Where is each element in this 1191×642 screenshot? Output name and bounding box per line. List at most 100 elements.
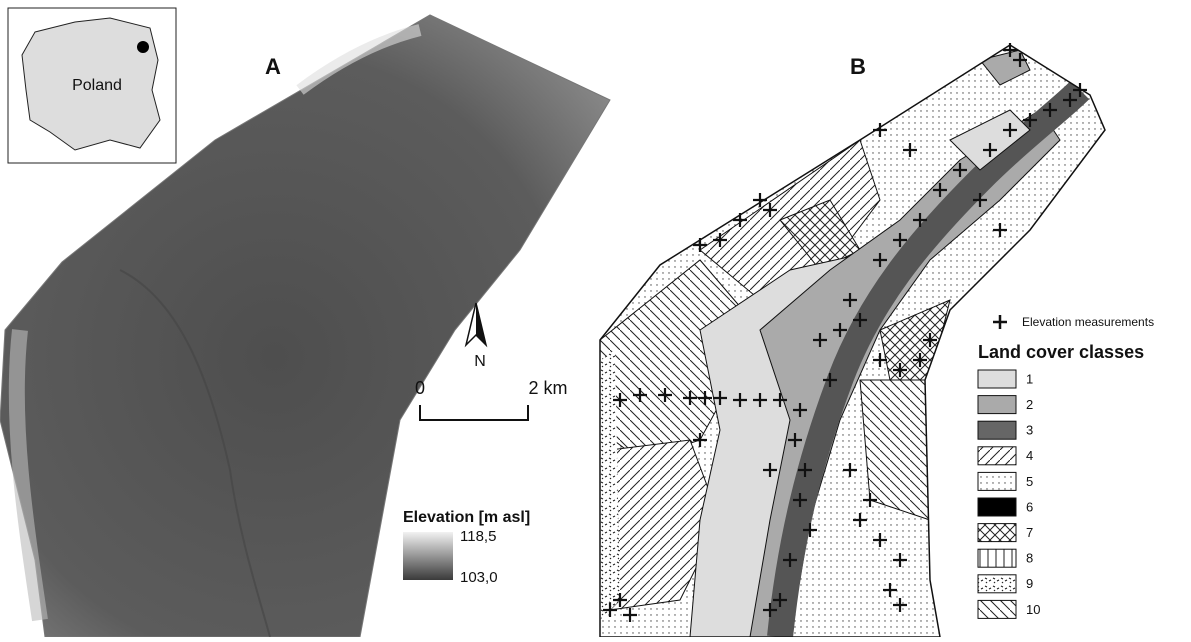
land-cover-legend: 1 2 3 4 5 6 7 8 9 10 [977,369,1040,619]
legend-swatch [977,599,1017,619]
measurement-cross [713,233,727,247]
north-arrow [476,303,486,345]
measurement-cross [893,363,907,377]
legend-label: 6 [1026,499,1033,514]
measurement-cross [853,513,867,527]
study-site-marker [137,41,149,53]
legend-swatch [977,420,1017,440]
legend-swatch [977,497,1017,517]
measurement-cross [903,143,917,157]
measurement-cross [753,393,767,407]
measurement-cross [823,373,837,387]
scale-bar [419,405,529,421]
measurement-cross [1043,103,1057,117]
measurement-cross [603,603,617,617]
measurement-cross [773,393,787,407]
measurement-cross [658,388,672,402]
legend-label: 2 [1026,397,1033,412]
measurement-cross [873,123,887,137]
measurement-cross [788,433,802,447]
legend-swatch [977,369,1017,389]
measurement-cross [843,463,857,477]
measurement-cross [633,388,647,402]
river-trace [119,269,271,638]
legend-label: 118,5 [460,528,496,545]
legend-swatch [977,574,1017,594]
measurement-cross [683,391,697,405]
legend-swatch [977,395,1017,415]
legend-title: Elevation [m asl] [403,509,530,526]
measurement-cross [883,583,897,597]
legend-swatch [977,548,1017,568]
legend-symbol [993,315,1007,329]
measurement-cross [863,493,877,507]
measurement-cross [833,323,847,337]
legend-label: 7 [1026,525,1033,540]
measurement-cross [953,163,967,177]
measurement-cross [733,213,747,227]
measurement-cross [763,603,777,617]
measurement-cross [1063,93,1077,107]
land-cover-area [600,350,620,620]
measurement-cross [1003,123,1017,137]
measurement-cross [873,533,887,547]
measurement-cross [793,493,807,507]
measurement-cross [803,523,817,537]
legend-label: 4 [1026,448,1033,463]
measurement-cross [773,593,787,607]
measurement-cross [613,593,627,607]
measurement-cross [733,393,747,407]
legend-label: 5 [1026,474,1033,489]
measurement-cross [873,353,887,367]
scale-label: 0 [415,378,425,398]
measurement-cross [793,403,807,417]
measurement-cross [853,313,867,327]
measurement-cross [1073,83,1087,97]
legend-label: 1 [1026,371,1033,386]
legend-swatch [977,446,1017,466]
land-cover-area [979,49,1031,86]
measurement-cross [933,183,947,197]
measurement-cross [1013,53,1027,67]
measurement-cross [713,391,727,405]
measurement-cross [923,333,937,347]
measurement-cross [613,393,627,407]
measurement-cross [623,608,637,622]
measurement-cross [973,193,987,207]
land-cover-area [767,80,1090,637]
highland-edge [8,329,48,622]
measurement-cross [783,553,797,567]
legend-label: 9 [1026,576,1033,591]
elevation-raster [0,14,611,638]
measurement-cross [893,598,907,612]
highland-edge [296,24,422,95]
measurement-cross [763,463,777,477]
elevation-colorbar [403,532,453,580]
measurement-cross [813,333,827,347]
legend-label: 3 [1026,423,1033,438]
north-label: N [474,353,486,370]
measurement-cross [913,213,927,227]
scale-label: 2 km [528,378,567,398]
panel-label: B [850,54,866,79]
land-cover-map [600,45,1105,637]
measurement-cross [993,223,1007,237]
measurement-cross [893,233,907,247]
measurement-points [603,43,1087,622]
measurement-cross [893,553,907,567]
measurement-cross [798,463,812,477]
measurement-cross [693,433,707,447]
measurement-cross [913,353,927,367]
panel-label: A [265,54,281,79]
measurement-cross [693,238,707,252]
country-label: Poland [72,77,122,94]
legend-label: 103,0 [460,569,498,586]
legend-label: 10 [1026,602,1040,617]
legend-swatch [977,523,1017,543]
poland-outline [21,17,161,151]
measurement-cross [1003,43,1017,57]
measurement-cross [843,293,857,307]
measurement-cross [1023,113,1037,127]
measurement-cross [873,253,887,267]
